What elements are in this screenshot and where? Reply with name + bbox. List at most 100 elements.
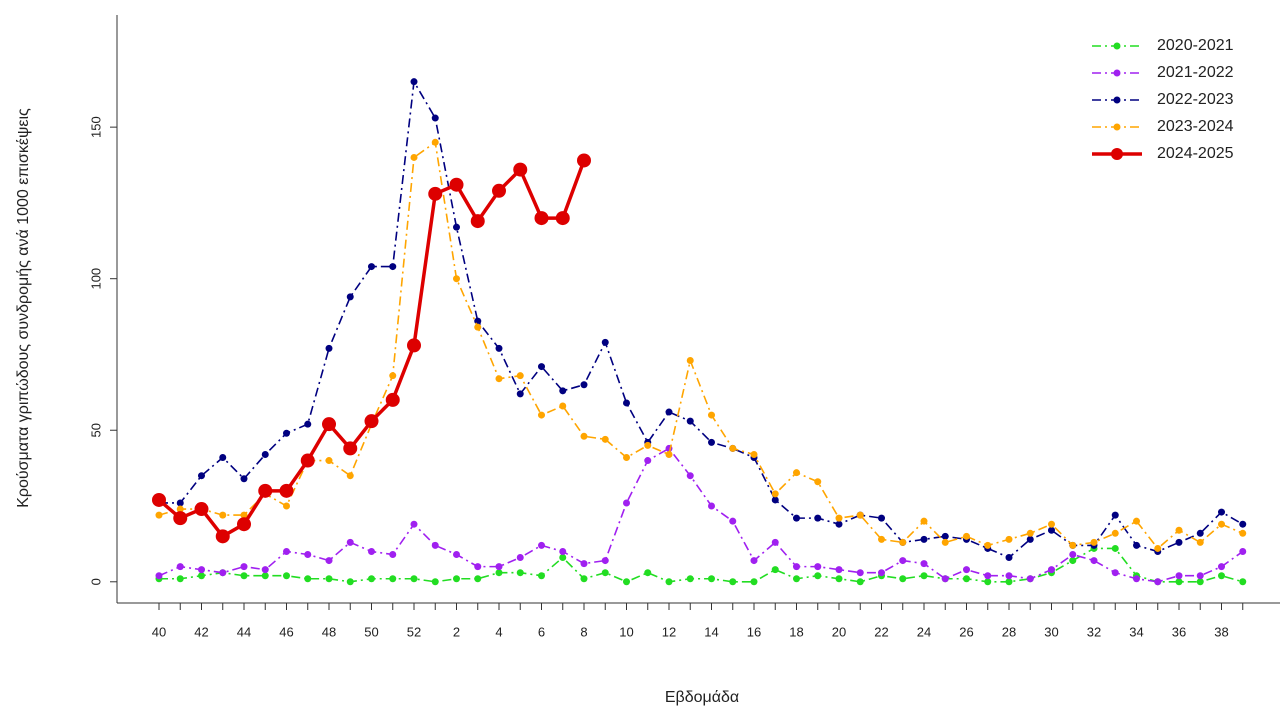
x-tick-label: 12 [662,624,676,639]
data-point [1048,520,1055,528]
data-point [237,517,251,532]
legend-label: 2020-2021 [1157,37,1234,54]
data-point [1090,538,1098,546]
x-tick-label: 10 [619,624,633,639]
x-tick-label: 14 [704,624,718,639]
data-point [814,514,822,522]
data-point [364,414,379,429]
legend-marker [1113,42,1121,50]
data-point [1048,566,1055,574]
data-point [963,575,970,583]
data-point [516,569,524,577]
data-point [1196,529,1204,537]
data-point [1048,526,1055,534]
data-point [368,547,375,555]
y-tick-label: 150 [88,116,103,138]
data-point [771,490,779,498]
data-point [1218,520,1225,528]
data-point [538,411,545,419]
data-point [601,338,609,346]
data-point [878,535,885,543]
data-point [793,575,800,583]
data-point [534,211,549,226]
data-point [474,575,482,583]
data-point [920,560,928,568]
data-point [474,323,482,331]
data-point [623,399,630,407]
data-point [686,357,694,365]
data-point [343,441,358,456]
data-point [389,372,397,380]
x-tick-label: 22 [874,624,888,639]
x-tick-label: 2 [453,624,460,639]
data-point [1069,551,1077,559]
data-point [198,572,205,580]
legend-marker [1113,69,1121,77]
data-point [878,514,885,522]
data-point [555,211,570,226]
data-point [516,554,524,562]
data-point [814,563,822,571]
data-point [750,450,758,458]
data-point [580,432,588,440]
data-point [1196,538,1204,546]
data-point [1154,578,1162,586]
data-point [771,496,779,504]
data-point [428,186,443,201]
data-point [407,338,421,353]
data-point [1133,575,1140,583]
data-point [219,454,227,462]
data-point [1239,529,1247,537]
data-point [410,78,418,86]
data-point [729,444,737,452]
data-point [686,472,694,480]
data-point [665,408,673,416]
data-point [1133,541,1140,549]
y-tick-label: 100 [88,268,103,290]
data-point [941,575,949,583]
data-point [750,578,758,586]
data-point [240,563,248,571]
data-point [750,557,758,565]
data-point [474,563,482,571]
data-point [495,344,503,352]
data-point [1090,557,1098,565]
data-point [1005,554,1013,562]
data-point [920,517,928,525]
data-point [814,572,822,580]
data-point [346,538,354,546]
data-point [1005,535,1013,543]
data-point [431,541,439,549]
x-tick-label: 42 [194,624,208,639]
x-tick-label: 28 [1002,624,1016,639]
data-point [215,529,230,544]
data-point [304,575,312,583]
data-point [300,453,315,468]
data-point [835,566,843,574]
data-point [279,483,294,498]
series-line [159,547,1243,583]
data-point [899,538,907,546]
data-point [1111,569,1119,577]
data-point [1175,572,1183,580]
data-point [410,153,418,161]
data-point [920,572,928,580]
data-point [1239,520,1247,528]
data-point [198,566,205,574]
series-line [159,79,1244,559]
data-point [176,575,184,583]
data-point [304,420,312,428]
data-point [325,575,333,583]
data-point [601,569,609,577]
data-point [793,469,800,477]
data-point [856,578,864,586]
data-point [283,547,290,555]
data-point [538,572,545,580]
data-point [899,575,907,583]
data-point [346,472,354,480]
x-tick-label: 44 [237,624,251,639]
data-point [1175,526,1183,534]
data-point [538,541,545,549]
data-point [665,578,673,586]
data-point [835,514,843,522]
